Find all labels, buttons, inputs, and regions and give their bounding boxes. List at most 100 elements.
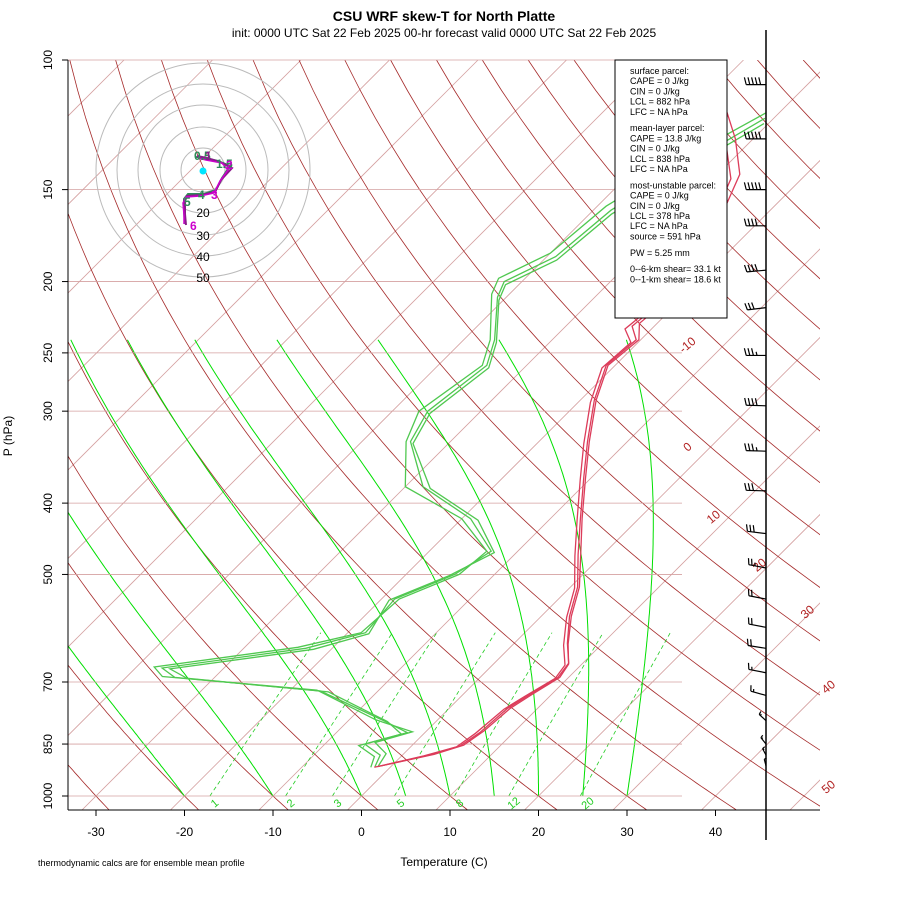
hodo-point-label: 2 <box>226 158 233 172</box>
x-tick-label: 0 <box>358 825 365 839</box>
mixing-ratio-line <box>579 632 671 797</box>
moist-adiabat <box>68 511 274 797</box>
barb-flag <box>758 182 762 190</box>
barb-half-flag <box>759 713 762 716</box>
dry-adiabat <box>298 60 820 642</box>
x-axis-label: Temperature (C) <box>400 855 487 869</box>
parcel-stat-line: LFC = NA hPa <box>630 164 688 174</box>
barb-flag <box>754 131 758 140</box>
barb-flag <box>751 443 755 451</box>
chart-subtitle: init: 0000 UTC Sat 22 Feb 2025 00-hr for… <box>232 26 657 40</box>
mixing-ratio-line <box>332 632 438 797</box>
wind-barb <box>758 711 767 722</box>
hodo-point-label: 1 <box>205 149 212 163</box>
barb-flag <box>750 639 752 647</box>
dry-adiabat <box>161 60 820 807</box>
wind-barb <box>744 302 767 311</box>
wind-barb <box>743 182 766 191</box>
parcel-stat-line: CAPE = 13.8 J/kg <box>630 133 701 143</box>
hodo-point-label: 5 <box>184 195 191 209</box>
dewpoint-trace <box>160 117 766 767</box>
barb-flag <box>760 734 764 739</box>
barb-flag <box>754 218 758 226</box>
isotherm-line <box>346 336 820 810</box>
barb-flag <box>750 264 755 272</box>
wind-barb <box>744 443 767 452</box>
barb-flag <box>758 131 762 140</box>
barb-flag <box>763 757 767 760</box>
hodograph-rings <box>95 62 311 278</box>
moist-adiabat <box>68 645 185 797</box>
barb-flag <box>744 443 747 451</box>
wind-barb <box>750 685 767 696</box>
x-tick-label: 40 <box>709 825 723 839</box>
barb-half-flag <box>762 748 765 751</box>
moist-adiabat <box>126 339 407 797</box>
isotherm-line <box>789 779 820 810</box>
barb-shaft <box>746 449 767 452</box>
hodo-point-label: 0.5 <box>194 149 211 163</box>
isotherm-line <box>68 60 479 471</box>
mixing-ratio-line <box>285 632 393 797</box>
dewpoint-trace <box>167 123 765 768</box>
dewpoint-trace <box>152 112 767 767</box>
barb-flag <box>746 638 749 646</box>
background-grid <box>68 60 900 812</box>
barb-flag <box>743 264 748 273</box>
hodo-storm-motion <box>199 167 207 175</box>
wind-barb <box>762 746 767 756</box>
dry-adiabat <box>252 60 820 696</box>
wind-barb <box>743 77 766 86</box>
isotherm-label: 10 <box>704 507 723 527</box>
barb-shaft <box>746 404 767 407</box>
y-tick-label: 250 <box>41 343 55 363</box>
barb-flag <box>751 131 754 140</box>
isotherm-label: 40 <box>819 677 838 697</box>
parcel-stat-line: LCL = 882 hPa <box>630 97 690 107</box>
wind-barbs <box>743 30 767 840</box>
wind-barb <box>743 218 766 227</box>
wind-barb <box>747 589 767 600</box>
dry-adiabat <box>68 340 469 810</box>
dry-adiabat <box>849 60 900 812</box>
mixing-ratio-label: 8 <box>454 797 466 810</box>
barb-flag <box>747 302 752 310</box>
footnote: thermodynamic calcs are for ensemble mea… <box>38 858 245 868</box>
barb-flag <box>751 218 754 226</box>
moist-adiabat <box>377 339 539 796</box>
dry-adiabat <box>68 664 200 810</box>
barb-flag <box>754 263 758 272</box>
barb-flag <box>744 482 747 491</box>
barb-shaft <box>763 759 767 767</box>
barb-flag <box>743 348 747 356</box>
isotherm-line <box>523 513 820 810</box>
x-tick-label: 20 <box>532 825 546 839</box>
wind-barb <box>747 662 767 674</box>
isotherm-line <box>68 60 213 206</box>
moist-adiabat <box>276 339 495 797</box>
dry-adiabat <box>69 60 648 810</box>
mixing-ratio-label: 5 <box>395 797 407 810</box>
isotherm-line <box>169 159 820 810</box>
isotherm-line <box>68 60 125 117</box>
wind-barb <box>747 617 767 628</box>
hodo-ring-label: 20 <box>196 206 210 220</box>
x-tick-label: -20 <box>176 825 194 839</box>
barb-flag <box>747 264 751 272</box>
y-tick-label: 1000 <box>41 782 55 809</box>
isotherm-label: 30 <box>798 602 817 622</box>
isotherm-line <box>258 248 820 810</box>
y-tick-label: 200 <box>41 271 55 291</box>
wind-barb <box>763 757 767 767</box>
barb-flag <box>743 131 747 140</box>
barb-half-flag <box>755 447 758 452</box>
wind-barb <box>760 734 767 745</box>
parcel-stat-line: PW = 5.25 mm <box>630 248 690 258</box>
barb-flag <box>743 182 747 190</box>
y-tick-label: 150 <box>41 179 55 199</box>
barb-flag <box>747 443 751 451</box>
moist-adiabat <box>70 339 362 797</box>
dry-adiabat <box>436 60 820 484</box>
wind-barb <box>744 482 767 492</box>
